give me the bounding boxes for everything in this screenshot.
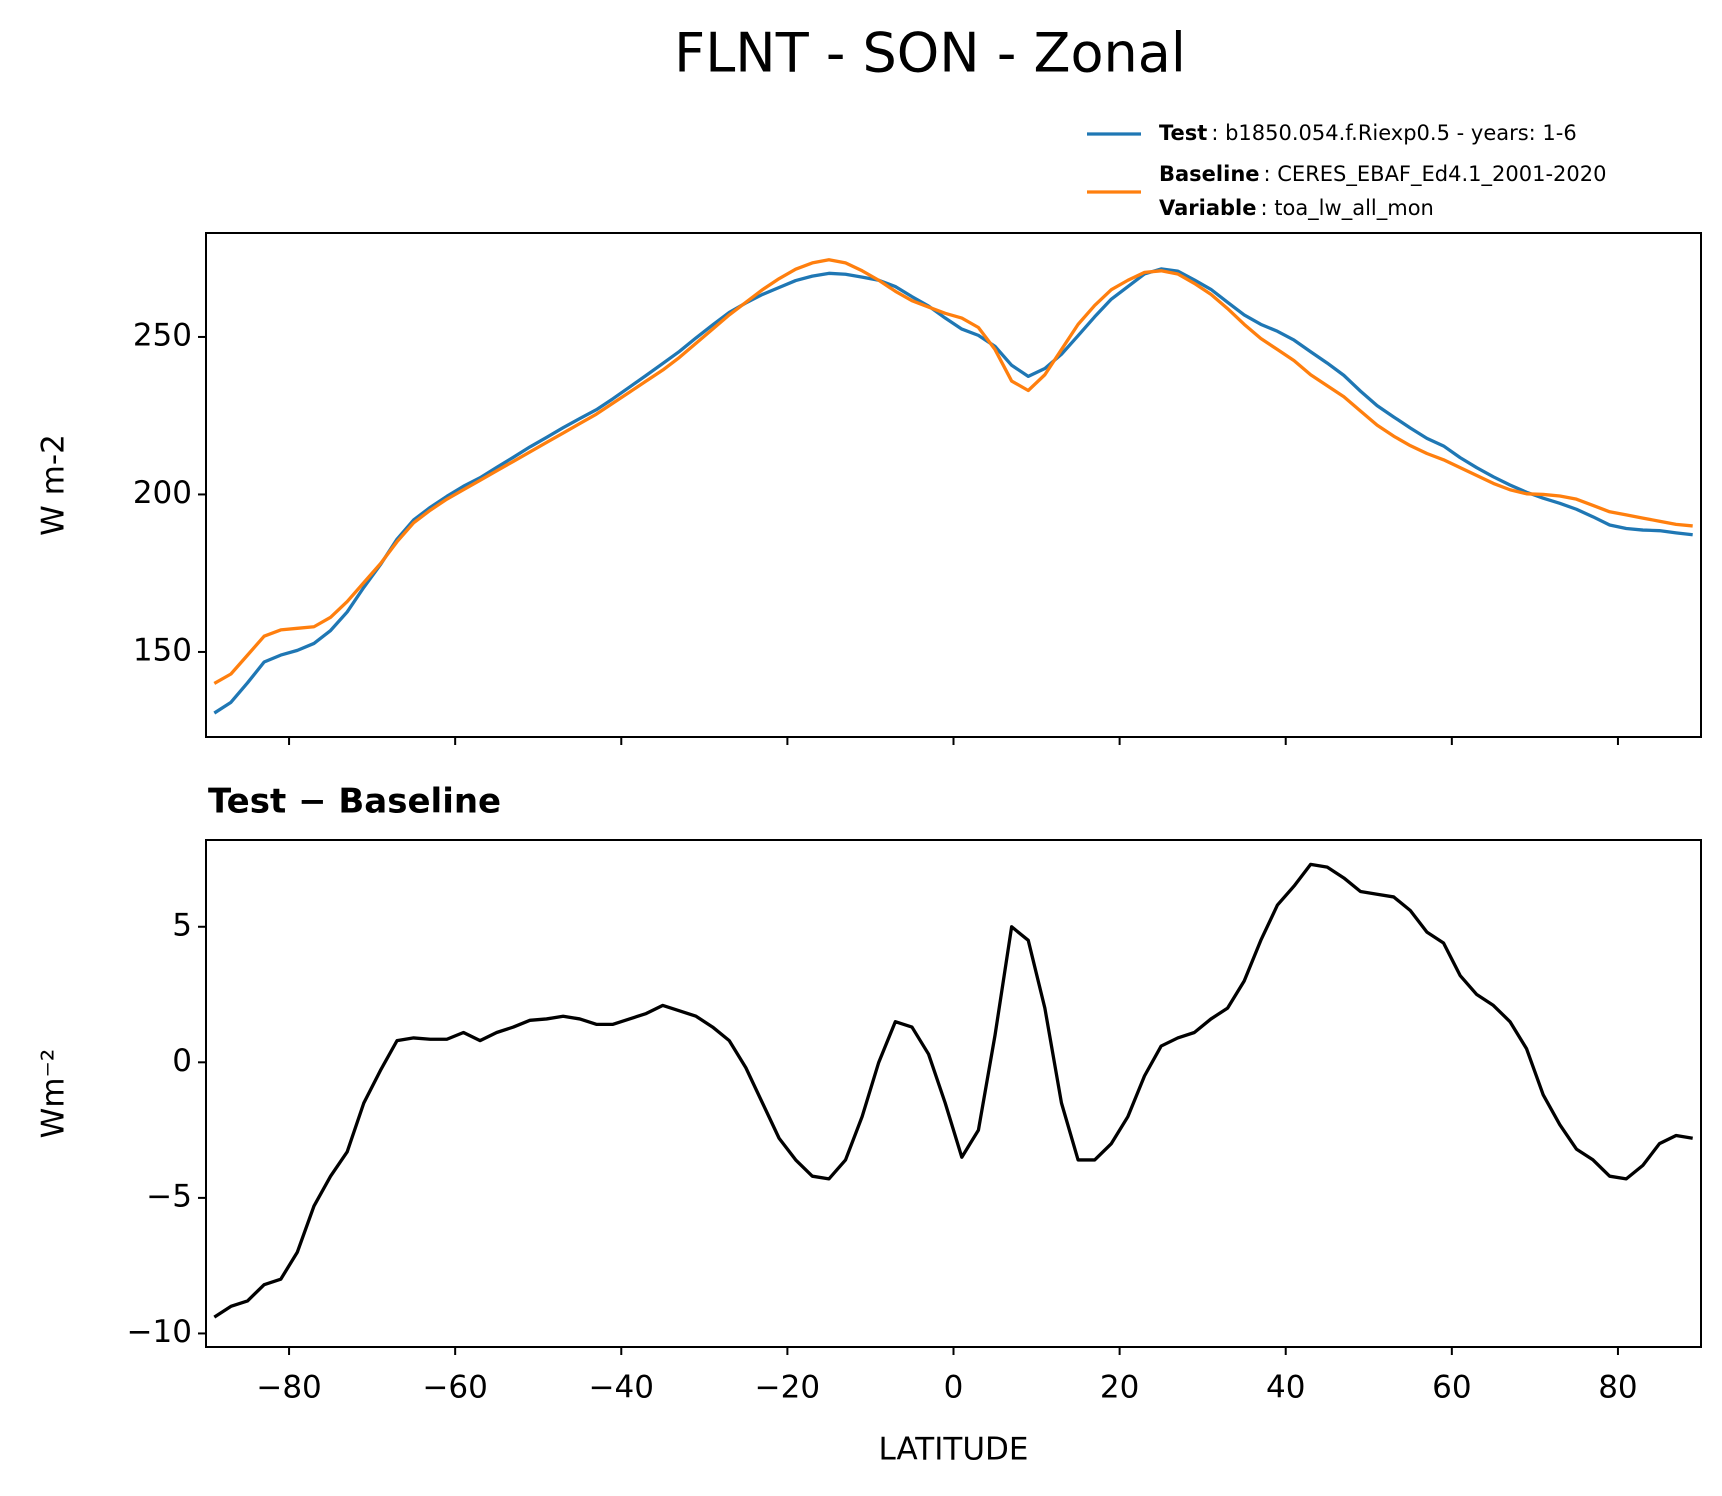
x-tick-label: −20 xyxy=(755,1370,820,1406)
x-tick-label: 0 xyxy=(944,1370,964,1406)
y-tick-label: 5 xyxy=(172,907,192,943)
legend-description: : b1850.054.f.Riexp0.5 - years: 1-6 xyxy=(1211,121,1576,145)
y-tick-label: 200 xyxy=(133,475,192,511)
x-tick-label: −40 xyxy=(589,1370,654,1406)
y-tick-label: 150 xyxy=(133,632,192,668)
subplot-title: Test − Baseline xyxy=(208,782,501,822)
legend-variable: Variable: toa_lw_all_mon xyxy=(1159,196,1434,221)
legend-variable-name: Variable xyxy=(1159,196,1256,220)
y-axis-label: Wm⁻² xyxy=(36,1049,72,1139)
legend-entry: Test: b1850.054.f.Riexp0.5 - years: 1-6 xyxy=(1159,121,1577,145)
legend-name: Baseline xyxy=(1159,162,1260,186)
legend-variable-description: : toa_lw_all_mon xyxy=(1260,196,1433,221)
x-tick-label: −80 xyxy=(256,1370,321,1406)
data-line xyxy=(213,258,1693,685)
data-line xyxy=(213,862,1693,1319)
x-tick-label: −60 xyxy=(422,1370,487,1406)
legend-name: Test xyxy=(1159,121,1207,145)
legend-entry: Baseline: CERES_EBAF_Ed4.1_2001-2020 xyxy=(1159,162,1606,187)
x-tick-label: 80 xyxy=(1598,1370,1637,1406)
y-tick-label: −10 xyxy=(127,1314,192,1350)
x-tick-label: 60 xyxy=(1432,1370,1471,1406)
x-tick-label: 20 xyxy=(1100,1370,1139,1406)
x-axis-label: LATITUDE xyxy=(879,1432,1029,1468)
y-tick-label: 0 xyxy=(172,1043,192,1079)
y-axis-label: W m-2 xyxy=(36,434,72,536)
y-tick-label: 250 xyxy=(133,317,192,353)
data-line xyxy=(213,267,1693,715)
axes-frame xyxy=(205,232,1702,738)
legend-description: : CERES_EBAF_Ed4.1_2001-2020 xyxy=(1264,162,1607,187)
y-tick-label: −5 xyxy=(146,1178,192,1214)
axes-frame xyxy=(205,839,1702,1348)
x-tick-label: 40 xyxy=(1266,1370,1305,1406)
figure-title: FLNT - SON - Zonal xyxy=(674,22,1186,85)
